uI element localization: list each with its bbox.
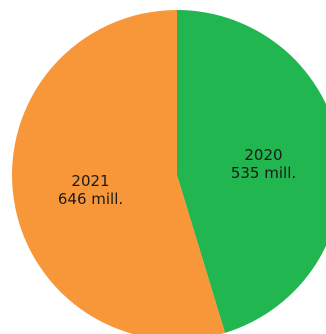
pie-slice-value-2021: 646 mill. xyxy=(58,190,123,208)
pie-slice-label-2021: 2021 xyxy=(71,172,109,190)
pie-slice-label-2020: 2020 xyxy=(244,146,282,164)
pie-slice-2020 xyxy=(177,10,326,333)
pie-slice-value-2020: 535 mill. xyxy=(231,164,296,182)
pie-slices xyxy=(12,10,326,334)
pie-slice-2021 xyxy=(12,10,226,334)
